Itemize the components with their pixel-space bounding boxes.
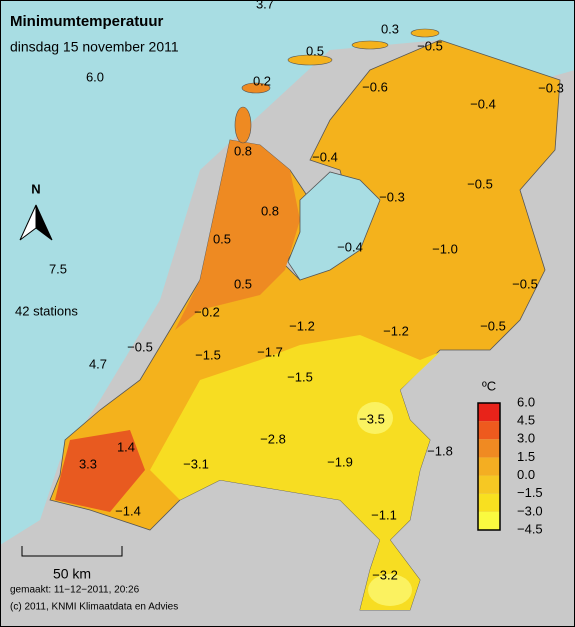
station-value: 0.5 (213, 231, 231, 246)
legend-tick-label: −1.5 (517, 485, 543, 500)
legend-swatch (478, 403, 500, 422)
station-value: −3.2 (372, 567, 398, 582)
station-value: 0.8 (261, 203, 279, 218)
legend-swatch (478, 421, 500, 440)
legend-tick-label: 1.5 (517, 449, 535, 464)
subtitle: dinsdag 15 november 2011 (10, 39, 179, 55)
station-value: −0.5 (417, 38, 443, 53)
station-value: −1.4 (115, 503, 141, 518)
station-value: −0.3 (538, 80, 564, 95)
cold-spot (357, 402, 393, 434)
legend-swatch (478, 439, 500, 458)
station-value: 6.0 (86, 69, 104, 84)
legend-swatch (478, 457, 500, 476)
station-value: −0.5 (512, 276, 538, 291)
station-value: −1.5 (287, 369, 313, 384)
station-value: −0.4 (337, 239, 363, 254)
region-zeeland (55, 430, 145, 512)
station-value: −0.6 (362, 79, 388, 94)
station-value: −1.9 (327, 454, 353, 469)
wadden-islands (234, 28, 440, 144)
station-value: 0.8 (234, 143, 252, 158)
station-value: 4.7 (89, 356, 107, 371)
scale-label: 50 km (53, 566, 91, 582)
station-value: −2.8 (260, 431, 286, 446)
station-value: −0.5 (127, 339, 153, 354)
station-value: −1.0 (432, 241, 458, 256)
stations: 3.7 0.3 −0.5 0.5 6.0 0.2 −0.6 −0.4 −0.3 0.8 −0.4 −0… (49, 0, 564, 582)
cold-spot (368, 574, 412, 606)
legend-swatch (478, 475, 500, 494)
footer-copyright: (c) 2011, KNMI Klimaatdata en Advies (10, 602, 178, 613)
legend-border (477, 402, 501, 531)
station-value: −0.4 (312, 149, 338, 164)
station-value: −3.5 (359, 411, 385, 426)
station-value: 0.5 (234, 276, 252, 291)
station-value: −1.8 (427, 443, 453, 458)
title: Minimumtemperatuur (10, 13, 164, 30)
compass-label: N (31, 181, 40, 196)
station-value: −0.5 (480, 318, 506, 333)
legend-tick-label: −4.5 (517, 521, 543, 536)
station-value: −1.2 (383, 323, 409, 338)
legend: 6.0 4.5 3.0 1.5 0.0 −1.5 −3.0 −4.5 (477, 394, 543, 536)
station-value: −0.5 (467, 176, 493, 191)
station-value: 0.2 (253, 73, 271, 88)
legend-tick-label: −3.0 (517, 503, 543, 518)
ijsselmeer (287, 171, 381, 281)
scale-bar (21, 546, 123, 557)
station-value: −1.1 (371, 507, 397, 522)
legend-tick-label: 4.5 (517, 413, 535, 428)
legend-tick-label: 6.0 (517, 394, 535, 409)
station-value: 3.3 (79, 456, 97, 471)
legend-tick-label: 0.0 (517, 467, 535, 482)
region-holland (175, 140, 300, 330)
legend-unit: ºC (482, 378, 496, 393)
footer-made: gemaakt: 11−12−2011, 20:26 (10, 585, 140, 596)
sea (0, 0, 575, 545)
station-value: 0.3 (381, 21, 399, 36)
station-value: 1.4 (117, 439, 135, 454)
legend-swatch (478, 511, 500, 530)
station-value: 7.5 (49, 261, 67, 276)
compass: N (19, 181, 53, 241)
station-value: −3.1 (183, 456, 209, 471)
station-value: −0.4 (470, 96, 496, 111)
station-value: 0.5 (306, 43, 324, 58)
station-value: −0.2 (194, 304, 220, 319)
legend-swatch (478, 493, 500, 512)
station-value: −0.3 (379, 189, 405, 204)
station-value: −1.7 (257, 344, 283, 359)
station-value: 3.7 (256, 0, 274, 11)
legend-tick-label: 3.0 (517, 431, 535, 446)
station-count: 42 stations (15, 303, 78, 318)
station-value: −1.2 (289, 318, 315, 333)
station-value: −1.5 (195, 347, 221, 362)
